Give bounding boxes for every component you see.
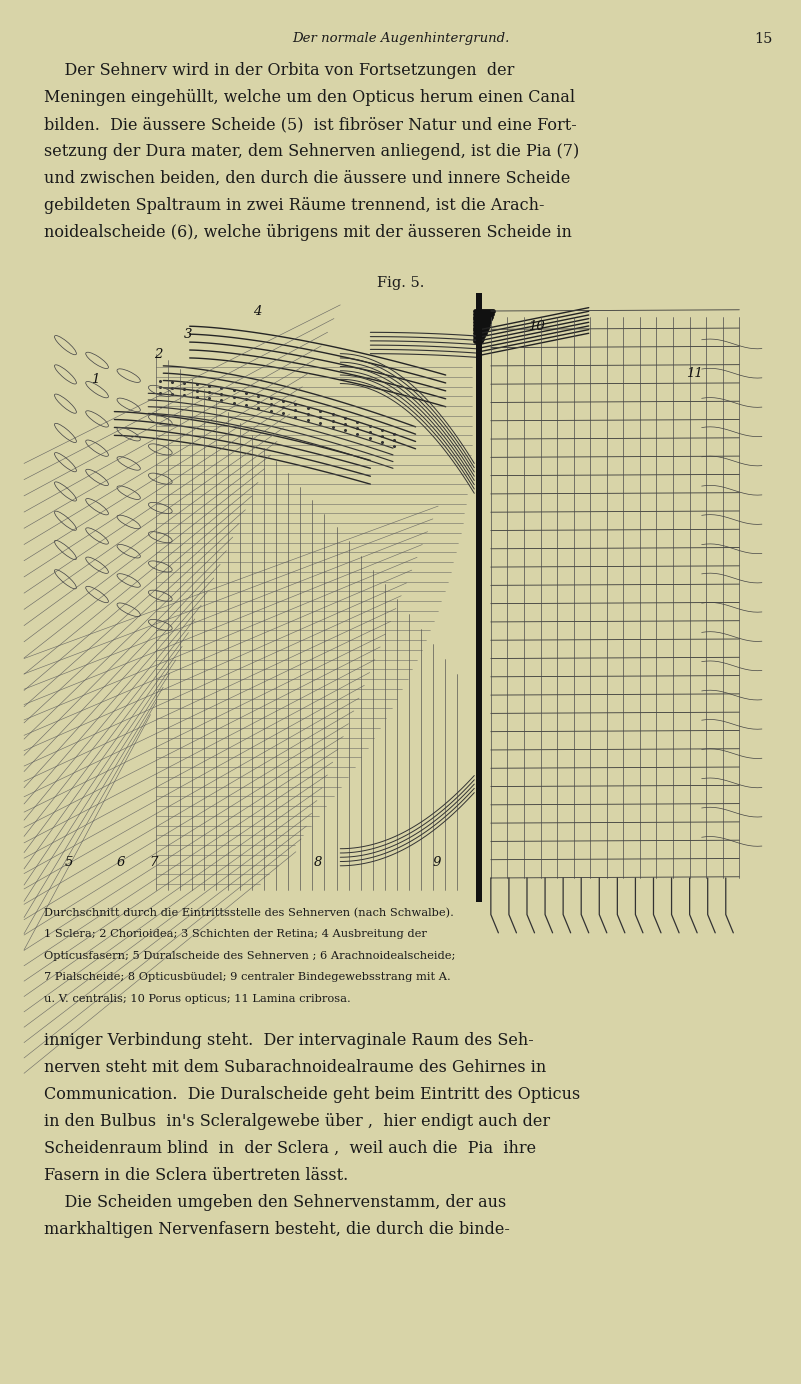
Text: 7 Pialscheide; 8 Opticusbüudel; 9 centraler Bindegewebsstrang mit A.: 7 Pialscheide; 8 Opticusbüudel; 9 centra… xyxy=(44,972,451,983)
Text: Scheidenraum blind  in  der Sclera ,  weil auch die  Pia  ihre: Scheidenraum blind in der Sclera , weil … xyxy=(44,1140,536,1157)
Text: 1 Sclera; 2 Chorioidea; 3 Schichten der Retina; 4 Ausbreitung der: 1 Sclera; 2 Chorioidea; 3 Schichten der … xyxy=(44,930,427,940)
Text: Durchschnitt durch die Eintrittsstelle des Sehnerven (nach Schwalbe).: Durchschnitt durch die Eintrittsstelle d… xyxy=(44,908,454,918)
Text: 8: 8 xyxy=(313,857,322,869)
Text: Communication.  Die Duralscheide geht beim Eintritt des Opticus: Communication. Die Duralscheide geht bei… xyxy=(44,1086,580,1103)
Text: 15: 15 xyxy=(755,32,773,46)
Text: 5: 5 xyxy=(65,857,74,869)
Text: Fig. 5.: Fig. 5. xyxy=(376,275,425,291)
Text: 9: 9 xyxy=(433,857,441,869)
Text: gebildeten Spaltraum in zwei Räume trennend, ist die Arach-: gebildeten Spaltraum in zwei Räume trenn… xyxy=(44,197,545,215)
Text: Meningen eingehüllt, welche um den Opticus herum einen Canal: Meningen eingehüllt, welche um den Optic… xyxy=(44,90,575,107)
Text: 6: 6 xyxy=(116,857,125,869)
Text: 2: 2 xyxy=(154,349,163,361)
Text: u. V. centralis; 10 Porus opticus; 11 Lamina cribrosa.: u. V. centralis; 10 Porus opticus; 11 La… xyxy=(44,994,351,1003)
Text: noidealscheide (6), welche übrigens mit der äusseren Scheide in: noidealscheide (6), welche übrigens mit … xyxy=(44,224,572,241)
Text: Fasern in die Sclera übertreten lässt.: Fasern in die Sclera übertreten lässt. xyxy=(44,1167,348,1183)
Text: setzung der Dura mater, dem Sehnerven anliegend, ist die Pia (7): setzung der Dura mater, dem Sehnerven an… xyxy=(44,144,579,161)
Text: markhaltigen Nervenfasern besteht, die durch die binde-: markhaltigen Nervenfasern besteht, die d… xyxy=(44,1221,510,1237)
Text: Opticusfasern; 5 Duralscheide des Sehnerven ; 6 Arachnoidealscheide;: Opticusfasern; 5 Duralscheide des Sehner… xyxy=(44,951,456,960)
Bar xyxy=(24,292,777,902)
Text: bilden.  Die äussere Scheide (5)  ist fibröser Natur und eine Fort-: bilden. Die äussere Scheide (5) ist fibr… xyxy=(44,116,577,133)
Text: 3: 3 xyxy=(184,328,192,340)
Polygon shape xyxy=(476,292,482,902)
Text: nerven steht mit dem Subarachnoidealraume des Gehirnes in: nerven steht mit dem Subarachnoidealraum… xyxy=(44,1059,546,1075)
Text: 11: 11 xyxy=(686,367,702,379)
Text: Der Sehnerv wird in der Orbita von Fortsetzungen  der: Der Sehnerv wird in der Orbita von Forts… xyxy=(44,62,514,79)
Text: inniger Verbindung steht.  Der intervaginale Raum des Seh-: inniger Verbindung steht. Der intervagin… xyxy=(44,1032,533,1049)
Text: und zwischen beiden, den durch die äussere und innere Scheide: und zwischen beiden, den durch die äusse… xyxy=(44,170,570,187)
Text: Der normale Augenhintergrund.: Der normale Augenhintergrund. xyxy=(292,32,509,44)
Text: 4: 4 xyxy=(253,304,262,317)
Text: in den Bulbus  in's Scleralgewebe über ,  hier endigt auch der: in den Bulbus in's Scleralgewebe über , … xyxy=(44,1113,550,1129)
Text: 10: 10 xyxy=(528,320,545,332)
Text: 7: 7 xyxy=(149,857,158,869)
Text: 1: 1 xyxy=(91,372,100,386)
Text: Die Scheiden umgeben den Sehnervenstamm, der aus: Die Scheiden umgeben den Sehnervenstamm,… xyxy=(44,1193,506,1211)
